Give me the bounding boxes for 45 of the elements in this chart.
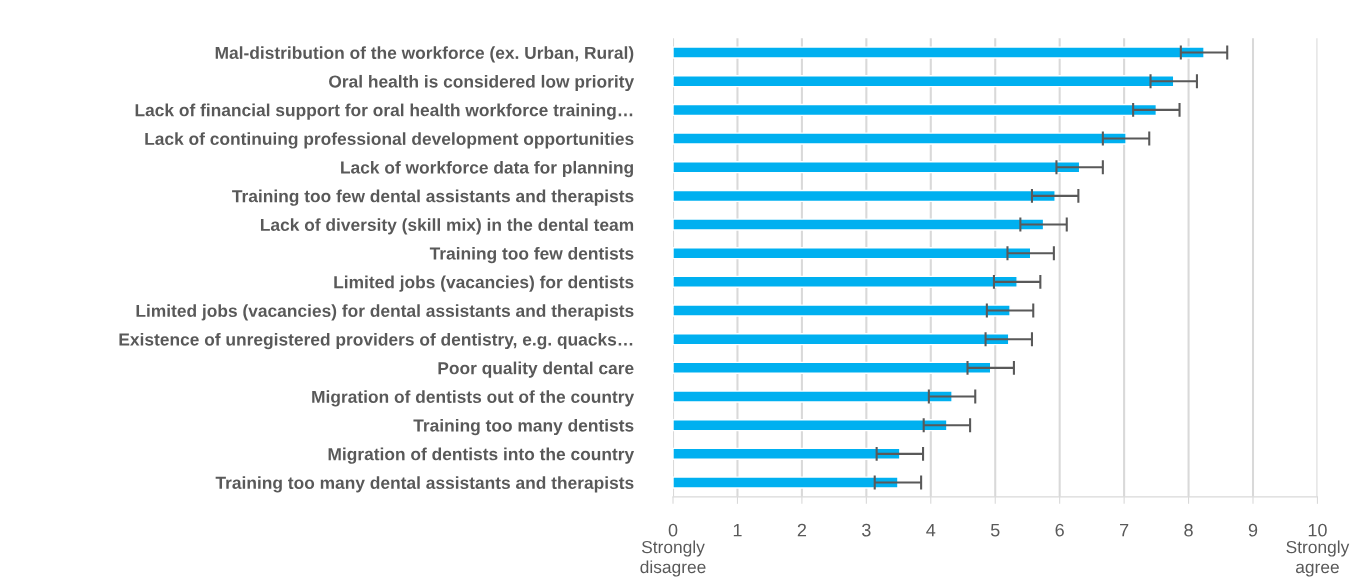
bar (673, 419, 948, 432)
y-tick-label: Poor quality dental care (438, 361, 634, 378)
x-tick-label: 6 (1055, 523, 1064, 537)
bar (673, 161, 1081, 174)
bar (673, 476, 899, 489)
bar (673, 275, 1018, 289)
x-tick-label: 8 (1184, 523, 1193, 537)
x-tick-label: 5 (990, 523, 1000, 537)
y-tick-label: Mal-distribution of the workforce (ex. Urban, Rural) (215, 46, 634, 63)
y-tick-label: Lack of diversity (skill mix) in the dental team (260, 218, 634, 235)
bar (673, 132, 1127, 145)
bar (673, 390, 953, 403)
y-tick-label: Lack of workforce data for planning (341, 160, 633, 178)
y-tick-label: Limited jobs (vacancies) for dentists (334, 275, 634, 292)
x-tick-label: 2 (797, 523, 807, 537)
bar (673, 447, 901, 461)
y-tick-label: Migration of dentists into the country (328, 447, 635, 464)
bar (673, 333, 1010, 346)
x-tick-label: 0 (668, 523, 678, 537)
y-tick-label: Oral health is considered low priority (329, 74, 635, 92)
bar (673, 189, 1056, 203)
y-tick-label: Lack of financial support for oral health workforce training… (135, 103, 633, 120)
bar (673, 218, 1045, 231)
bar (673, 361, 992, 375)
text: Strongly agree (1286, 540, 1350, 577)
y-tick-label: Migration of dentists out of the country (312, 390, 635, 407)
text: Strongly disagree (640, 540, 706, 577)
y-tick-label: Training too few dental assistants and therapists (232, 189, 634, 206)
x-tick-label: 7 (1120, 523, 1129, 537)
y-tick-label: Training too many dental assistants and therapists (215, 476, 634, 493)
x-tick-label: 9 (1248, 523, 1258, 537)
bar (673, 247, 1032, 260)
y-tick-label: Training too few dentists (429, 246, 634, 264)
x-tick-label: 10 (1308, 523, 1327, 537)
bar (673, 75, 1175, 88)
y-tick-label: Training too many dentists (413, 418, 634, 436)
x-tick-label: 4 (926, 523, 936, 537)
x-tick-label: 3 (862, 523, 871, 537)
bar (673, 103, 1158, 117)
bar (673, 304, 1011, 317)
y-tick-label: Existence of unregistered providers of dentistry, e.g. quacks… (119, 332, 633, 350)
x-tick-label: 1 (733, 523, 742, 537)
y-tick-label: Limited jobs (vacancies) for dental assistants and therapists (136, 304, 634, 321)
bar (673, 46, 1205, 59)
y-tick-label: Lack of continuing professional development opportunities (145, 132, 634, 149)
